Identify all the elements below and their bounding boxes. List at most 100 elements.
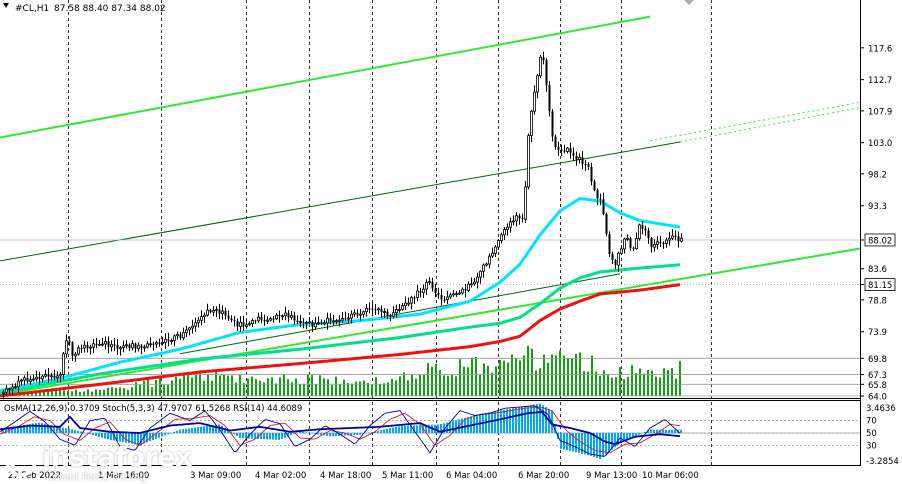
candle-body [128,344,131,348]
volume-bar [59,388,61,396]
candle-body [647,230,650,239]
volume-bar [611,377,613,396]
price-highlight-box [864,278,896,291]
osma-bar [95,433,97,436]
osma-bar [356,433,358,435]
osma-bar [383,429,385,433]
osma-bar [11,426,13,433]
candle-body [326,317,329,324]
candle-body [299,321,302,323]
candle-body [389,315,392,317]
osma-bar [179,429,181,433]
candle-body [563,150,566,152]
osma-bar [110,433,112,441]
osma-bar [2,428,4,433]
candle-body [56,375,59,379]
candle-body [419,291,422,293]
volume-bar [587,371,589,396]
volume-bar [119,387,121,396]
osma-bar [86,433,88,434]
candle-body [335,320,338,323]
osma-bar [203,426,205,433]
volume-bar [183,374,185,396]
volume-bar [551,354,553,396]
osma-bar [344,433,346,436]
osma-bar [281,433,283,440]
osma-bar [449,421,451,433]
candle-body [47,374,50,377]
time-axis: 27 Feb 2022 1 Mar 16:00 3 Mar 09:00 4 Mar 0… [8,471,699,481]
candle-body [305,322,308,324]
candle-body [242,322,245,327]
osma-bar [461,418,463,433]
volume-bar [203,380,205,396]
candle-body [371,308,374,310]
osma-bar [401,425,403,433]
osma-bar [626,433,628,441]
osma-bar [167,433,169,435]
volume-bar [343,379,345,396]
osma-bar [647,430,649,433]
osma-bar [338,433,340,436]
candle-body [491,252,494,257]
candle-body [626,237,629,240]
volume-bar [211,380,213,396]
volume-bar [267,378,269,396]
osma-bar [518,407,520,433]
volume-bar [315,384,317,396]
candle-body [104,340,107,345]
candle-body [425,281,428,290]
candle-body [308,321,311,324]
volume-bar [363,380,365,396]
volume-bar [563,355,565,396]
volume-bar [475,356,477,396]
osma-bar [284,433,286,438]
candle-body [410,297,413,304]
price-tick-label: 117.6 [868,44,892,54]
osma-bar [368,432,370,434]
osma-bar [215,424,217,433]
osma-bar [17,425,19,433]
candle-body [302,321,305,323]
volume-bar [615,377,617,396]
candle-body [68,340,71,343]
candle-body [20,379,23,382]
osma-bar [275,433,277,440]
osma-bar [644,431,646,433]
volume-bar [339,384,341,396]
volume-bar [171,380,173,396]
volume-bar [195,371,197,396]
volume-bar [479,374,481,396]
candle-body [341,318,344,321]
candle-body [245,324,248,327]
osma-bar [452,420,454,433]
osma-bar [506,409,508,433]
volume-bar [495,366,497,396]
osma-bar [467,417,469,433]
candle-body [221,310,224,315]
osma-bar [581,433,583,454]
osma-bar [620,433,622,443]
candle-body [254,320,257,322]
channel-line-middle [0,141,681,262]
osma-bar [302,431,304,433]
volume-bar [659,377,661,396]
osma-bar [149,433,151,442]
osma-bar [41,423,43,433]
candle-body [74,353,77,357]
osma-bar [341,433,343,436]
volume-bar [555,355,557,396]
volume-bar [51,390,53,396]
volume-bar [223,374,225,396]
volume-bar [139,385,141,396]
volume-bar [231,375,233,396]
candle-body [488,255,491,265]
candle-body [284,312,287,317]
candle-body [32,378,35,381]
candle-body [473,281,476,285]
candle-body [92,343,95,348]
volume-bar [539,368,541,396]
osma-bar [77,430,79,433]
candle-body [338,319,341,322]
